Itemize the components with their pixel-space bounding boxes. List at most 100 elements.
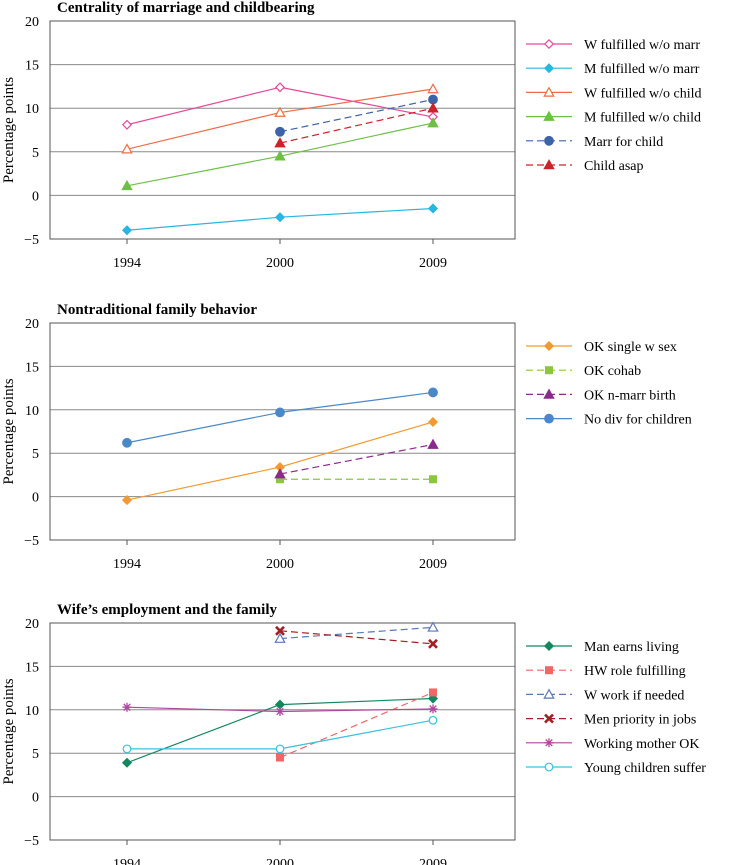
y-tick-label: 0 bbox=[32, 189, 39, 204]
series-ok-single-w-sex bbox=[121, 416, 439, 506]
legend-swatch-marker bbox=[543, 38, 555, 50]
data-point bbox=[428, 387, 438, 398]
y-tick-label: 10 bbox=[25, 102, 39, 117]
series-line bbox=[279, 391, 434, 413]
legend-swatch-marker bbox=[543, 688, 555, 699]
data-point bbox=[275, 407, 285, 418]
y-tick-label: 20 bbox=[25, 617, 39, 632]
data-point bbox=[428, 638, 438, 649]
legend: Man earns living HW role fulfilling W work… bbox=[526, 640, 706, 776]
series-line bbox=[126, 706, 281, 713]
data-point bbox=[121, 757, 133, 768]
y-axis-label: Percentage points bbox=[1, 77, 17, 183]
legend-label: W work if needed bbox=[584, 688, 684, 703]
data-point bbox=[122, 702, 132, 712]
y-tick-label: 15 bbox=[25, 59, 39, 74]
x-tick-label: 1994 bbox=[113, 256, 141, 271]
legend-label: HW role fulfilling bbox=[584, 664, 686, 679]
data-point bbox=[274, 632, 286, 643]
y-tick-label: 5 bbox=[32, 146, 39, 161]
x-tick-label: 2009 bbox=[419, 557, 447, 572]
series-w-work-if-needed bbox=[274, 621, 439, 643]
series-no-div-for-children bbox=[122, 387, 438, 448]
series-man-earns-living bbox=[121, 693, 439, 768]
series-line bbox=[279, 443, 434, 475]
data-point bbox=[275, 707, 285, 717]
series-line bbox=[126, 411, 281, 444]
data-point bbox=[121, 179, 133, 191]
series-line bbox=[279, 691, 434, 759]
y-tick-label: −5 bbox=[24, 534, 39, 549]
data-point bbox=[121, 143, 133, 154]
series-line bbox=[279, 107, 434, 144]
legend-label: No div for children bbox=[584, 413, 692, 428]
y-tick-label: −5 bbox=[24, 834, 39, 849]
data-point bbox=[275, 126, 285, 137]
legend-label: Working mother OK bbox=[584, 737, 700, 752]
data-point bbox=[122, 437, 132, 448]
legend-swatch-marker bbox=[544, 762, 554, 772]
series-line bbox=[279, 697, 434, 706]
legend-label: OK cohab bbox=[584, 364, 641, 379]
data-point bbox=[275, 744, 285, 754]
chart-title: Centrality of marriage and childbearing bbox=[57, 0, 315, 16]
plot-frame bbox=[49, 622, 516, 841]
y-tick-label: 15 bbox=[25, 360, 39, 375]
series-young-children-suffer bbox=[122, 715, 438, 754]
series-line bbox=[126, 704, 281, 764]
data-point bbox=[427, 203, 439, 214]
series-marr-for-child bbox=[275, 94, 438, 137]
data-point bbox=[274, 150, 286, 161]
data-point bbox=[274, 82, 286, 93]
series-ok-cohab bbox=[276, 475, 437, 484]
data-point bbox=[122, 744, 132, 754]
data-point bbox=[427, 83, 439, 94]
series-line bbox=[126, 466, 281, 501]
data-point bbox=[274, 468, 286, 479]
legend-swatch-marker bbox=[543, 388, 555, 399]
plot-frame bbox=[49, 20, 516, 240]
legend-swatch-marker bbox=[543, 640, 555, 652]
legend-swatch-marker bbox=[544, 738, 554, 748]
data-point bbox=[427, 117, 439, 128]
y-tick-label: 5 bbox=[32, 747, 39, 762]
series-line bbox=[279, 708, 434, 713]
legend-swatch-marker bbox=[544, 135, 554, 146]
y-tick-label: 0 bbox=[32, 491, 39, 506]
legend-label: M fulfilled w/o child bbox=[584, 111, 701, 126]
legend-label: OK n-marr birth bbox=[584, 388, 676, 403]
legend-swatch-marker bbox=[543, 159, 555, 170]
legend-label: Man earns living bbox=[584, 640, 679, 655]
chart-title: Nontraditional family behavior bbox=[57, 302, 257, 318]
legend-swatch-marker bbox=[544, 413, 554, 424]
legend: OK single w sex OK cohab OK n-marr birth No… bbox=[526, 340, 692, 428]
series-ok-n-marr-birth bbox=[274, 438, 439, 479]
series-working-mother-ok bbox=[122, 702, 438, 717]
data-point bbox=[121, 225, 133, 236]
data-point bbox=[427, 438, 439, 449]
data-point bbox=[276, 753, 284, 762]
series-line bbox=[279, 421, 434, 468]
series-line bbox=[279, 86, 434, 118]
data-point bbox=[428, 704, 438, 714]
y-tick-label: 0 bbox=[32, 791, 39, 806]
data-point bbox=[427, 621, 439, 632]
y-axis-label: Percentage points bbox=[1, 378, 17, 484]
x-tick-label: 1994 bbox=[113, 857, 141, 865]
series-line bbox=[279, 719, 434, 750]
series-line bbox=[279, 88, 434, 114]
series-line bbox=[279, 122, 434, 157]
series-men-priority-in-jobs bbox=[275, 625, 438, 649]
y-tick-label: 20 bbox=[25, 317, 39, 332]
series-line bbox=[126, 111, 281, 150]
y-tick-label: 20 bbox=[25, 15, 39, 30]
legend-swatch-marker bbox=[543, 63, 555, 74]
legend-label: OK single w sex bbox=[584, 340, 677, 355]
y-tick-label: 15 bbox=[25, 660, 39, 675]
chart-panel-2: Nontraditional family behavior −5 0 5 10 15 20… bbox=[1, 302, 692, 572]
y-axis-label: Percentage points bbox=[1, 678, 17, 784]
legend-swatch-marker bbox=[543, 86, 555, 97]
data-point bbox=[121, 119, 133, 130]
legend-label: W fulfilled w/o child bbox=[584, 86, 702, 101]
